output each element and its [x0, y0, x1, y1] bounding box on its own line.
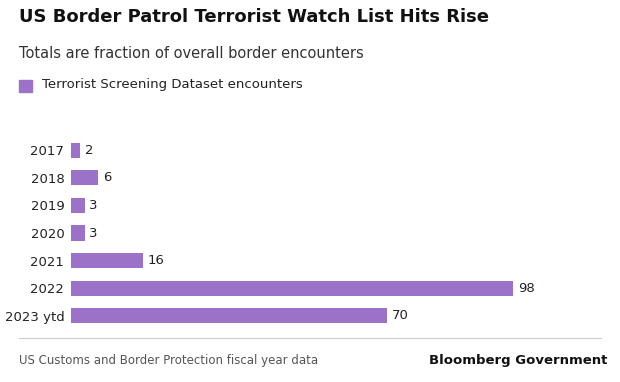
Bar: [71, 143, 81, 158]
Text: 2: 2: [85, 144, 94, 157]
Text: 6: 6: [103, 172, 111, 185]
Bar: [71, 280, 513, 296]
Bar: [71, 170, 99, 186]
Bar: [71, 308, 387, 323]
Bar: [71, 225, 85, 241]
Text: US Border Patrol Terrorist Watch List Hits Rise: US Border Patrol Terrorist Watch List Hi…: [19, 8, 489, 26]
Text: US Customs and Border Protection fiscal year data: US Customs and Border Protection fiscal …: [19, 354, 317, 367]
Text: 70: 70: [391, 309, 409, 322]
Text: 16: 16: [148, 254, 165, 267]
Text: 3: 3: [89, 199, 98, 212]
Bar: [71, 198, 85, 213]
Text: Bloomberg Government: Bloomberg Government: [429, 354, 608, 367]
Text: Terrorist Screening Dataset encounters: Terrorist Screening Dataset encounters: [42, 78, 303, 91]
Text: 3: 3: [89, 227, 98, 240]
Text: Totals are fraction of overall border encounters: Totals are fraction of overall border en…: [19, 46, 363, 61]
Text: 98: 98: [518, 282, 534, 295]
Bar: [71, 253, 143, 268]
